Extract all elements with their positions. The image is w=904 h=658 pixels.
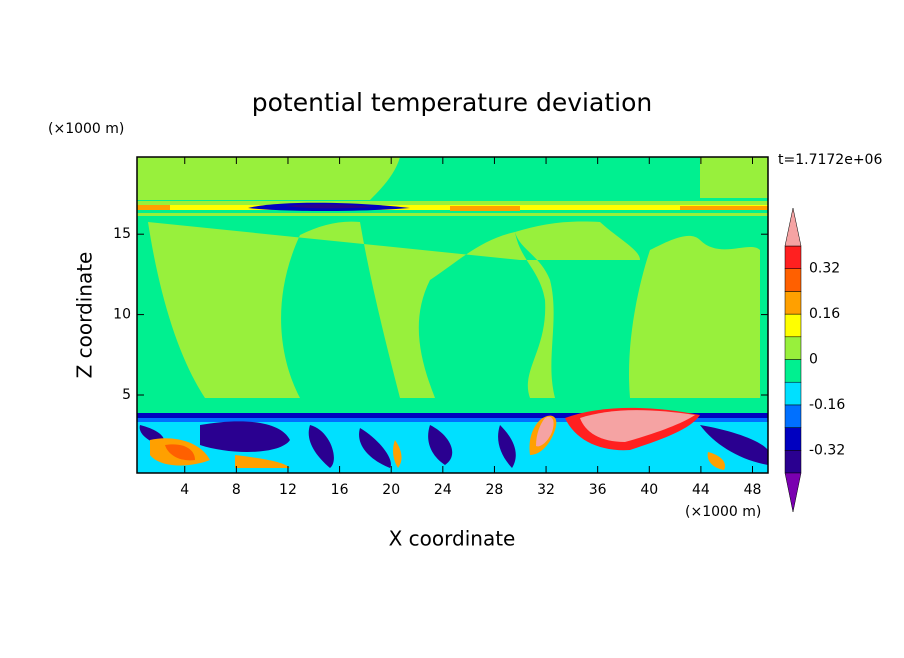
colorbar-box (784, 336, 802, 360)
contour-field (137, 157, 768, 473)
y-tick-label: 15 (113, 226, 131, 242)
colorbar-box (784, 381, 802, 406)
colorbar-box (784, 359, 802, 383)
colorbar-box (784, 427, 802, 451)
x-tick-label: 24 (434, 482, 452, 498)
x-tick-label: 20 (382, 482, 400, 498)
colorbar-box (784, 291, 802, 315)
x-tick-label: 28 (486, 482, 504, 498)
x-tick-label: 36 (589, 482, 607, 498)
x-tick-label: 40 (640, 482, 658, 498)
colorbar-tick-label: -0.16 (809, 397, 845, 413)
y-unit: (×1000 m) (48, 121, 124, 137)
x-tick-label: 8 (232, 482, 241, 498)
x-axis-label: X coordinate (389, 527, 516, 551)
x-tick-label: 12 (279, 482, 297, 498)
colorbar-box (784, 245, 802, 269)
colorbar: -0.32 -0.16 0 0.16 0.32 (784, 207, 845, 513)
x-tick-label: 44 (692, 482, 710, 498)
colorbar-box (784, 313, 802, 338)
x-tick-label: 32 (537, 482, 555, 498)
colorbar-under (784, 472, 802, 513)
colorbar-tick-label: 0 (809, 352, 818, 368)
colorbar-tick-label: 0.32 (809, 261, 840, 277)
x-unit: (×1000 m) (685, 504, 761, 520)
colorbar-tick-label: -0.32 (809, 442, 845, 458)
y-tick-label: 10 (113, 307, 131, 323)
y-axis-label: Z coordinate (73, 252, 97, 379)
x-tick-label: 4 (180, 482, 189, 498)
x-tick-label: 16 (331, 482, 349, 498)
y-tick-label: 5 (122, 387, 131, 403)
colorbar-over (784, 207, 802, 247)
colorbar-box (784, 450, 802, 474)
colorbar-box (784, 268, 802, 292)
x-tick-label: 48 (744, 482, 762, 498)
colorbar-tick-label: 0.16 (809, 306, 840, 322)
colorbar-box (784, 404, 802, 428)
annotation: t=1.7172e+06 (778, 152, 882, 168)
chart-title: potential temperature deviation (252, 88, 652, 117)
